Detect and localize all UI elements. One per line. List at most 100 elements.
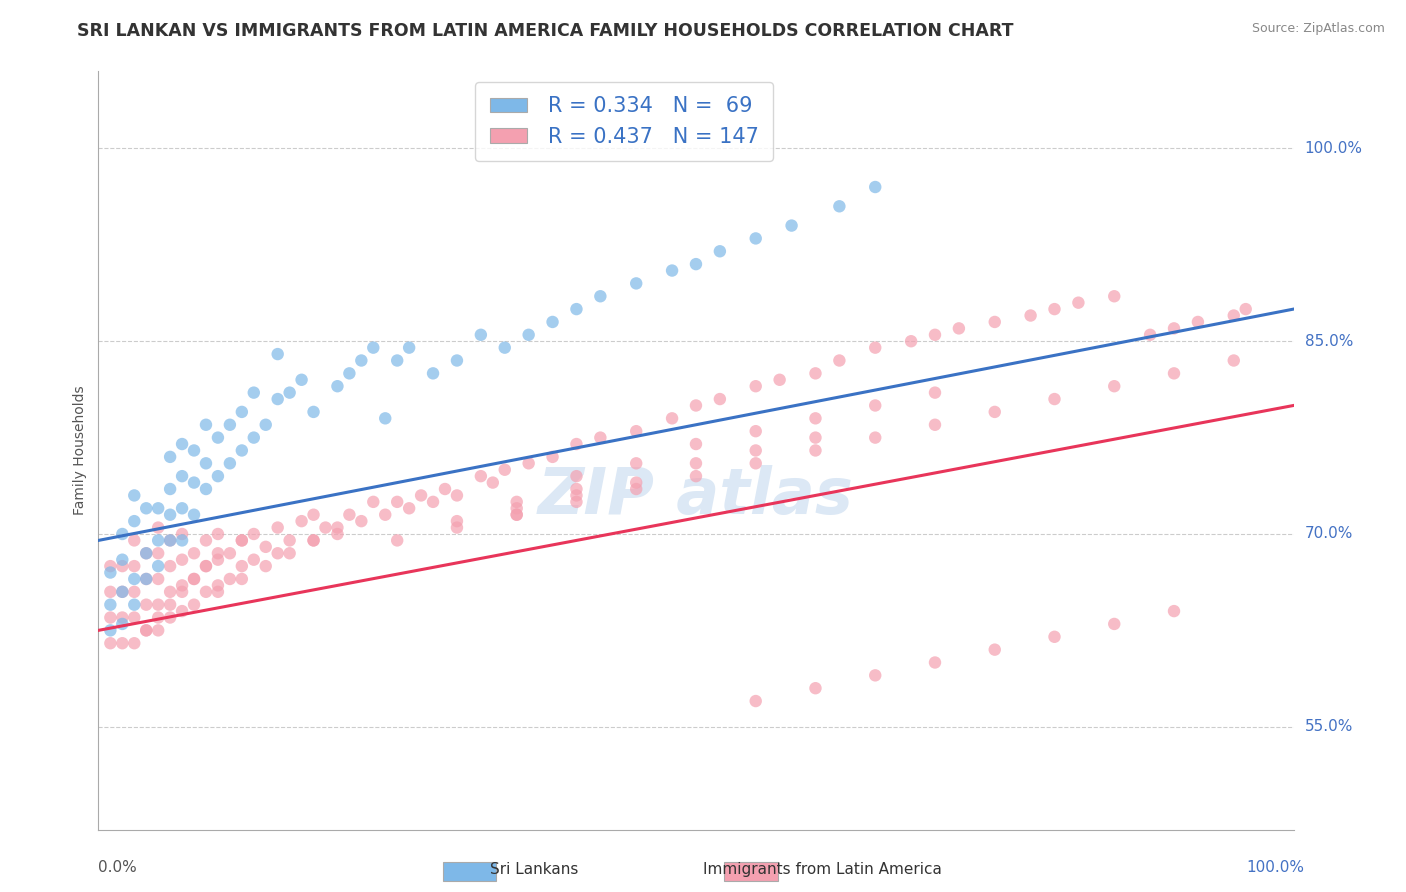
Point <box>219 546 242 560</box>
Point <box>124 559 146 574</box>
Point <box>124 514 146 528</box>
Text: ZIP atlas: ZIP atlas <box>538 465 853 527</box>
Point <box>745 379 768 393</box>
Point <box>626 456 648 470</box>
Point <box>804 411 827 425</box>
Point <box>804 443 827 458</box>
Point <box>924 656 946 670</box>
Point <box>339 367 361 381</box>
Point <box>626 482 648 496</box>
Point <box>506 508 529 522</box>
Text: Immigrants from Latin America: Immigrants from Latin America <box>703 863 942 877</box>
Text: 100.0%: 100.0% <box>1305 141 1362 156</box>
Point <box>865 341 887 355</box>
Point <box>661 263 683 277</box>
Point <box>231 533 253 548</box>
Point <box>219 456 242 470</box>
Point <box>422 367 444 381</box>
Point <box>159 450 181 464</box>
Point <box>685 456 707 470</box>
Point <box>315 520 337 534</box>
Point <box>183 572 205 586</box>
Point <box>219 417 242 432</box>
Point <box>517 456 540 470</box>
Point <box>924 385 946 400</box>
Point <box>685 399 707 413</box>
Point <box>98 559 122 574</box>
Point <box>326 520 349 534</box>
Point <box>865 399 887 413</box>
Point <box>278 385 301 400</box>
Point <box>207 578 229 592</box>
Point <box>183 475 205 490</box>
Text: 85.0%: 85.0% <box>1305 334 1353 349</box>
Point <box>172 604 194 618</box>
Point <box>326 379 349 393</box>
Point <box>804 431 827 445</box>
Point <box>411 488 433 502</box>
Point <box>1104 616 1126 631</box>
Point <box>124 572 146 586</box>
Point <box>195 559 218 574</box>
Point <box>159 533 181 548</box>
Point <box>207 584 229 599</box>
Point <box>1163 367 1185 381</box>
Point <box>267 392 290 406</box>
Point <box>219 572 242 586</box>
Point <box>350 353 373 368</box>
Point <box>948 321 970 335</box>
Point <box>172 552 194 566</box>
Point <box>124 488 146 502</box>
Point <box>111 552 134 566</box>
Point <box>195 584 218 599</box>
Point <box>231 572 253 586</box>
Point <box>745 443 768 458</box>
Point <box>254 559 277 574</box>
Point <box>1223 353 1246 368</box>
Text: Sri Lankans: Sri Lankans <box>491 863 578 877</box>
Point <box>159 533 181 548</box>
Text: SRI LANKAN VS IMMIGRANTS FROM LATIN AMERICA FAMILY HOUSEHOLDS CORRELATION CHART: SRI LANKAN VS IMMIGRANTS FROM LATIN AMER… <box>77 22 1014 40</box>
Point <box>98 584 122 599</box>
Point <box>589 289 612 303</box>
Point <box>111 610 134 624</box>
Point <box>374 411 396 425</box>
Point <box>1104 379 1126 393</box>
Point <box>648 861 672 875</box>
Point <box>195 417 218 432</box>
Point <box>326 527 349 541</box>
Point <box>98 624 122 638</box>
Point <box>709 392 731 406</box>
Point <box>494 341 516 355</box>
Point <box>565 495 588 509</box>
Point <box>172 469 194 483</box>
Point <box>159 610 181 624</box>
Point <box>385 353 409 368</box>
Point <box>135 598 157 612</box>
Point <box>900 334 922 349</box>
Text: Source: ZipAtlas.com: Source: ZipAtlas.com <box>1251 22 1385 36</box>
Point <box>470 469 492 483</box>
Point <box>541 315 564 329</box>
Point <box>291 373 314 387</box>
Point <box>804 681 827 696</box>
Point <box>517 327 540 342</box>
Point <box>984 405 1007 419</box>
Point <box>745 424 768 438</box>
Point <box>565 302 588 317</box>
Point <box>506 508 529 522</box>
Point <box>124 584 146 599</box>
Point <box>148 598 170 612</box>
Point <box>124 636 146 650</box>
Point <box>481 475 505 490</box>
Point <box>148 520 170 534</box>
Point <box>124 598 146 612</box>
Point <box>745 694 768 708</box>
Point <box>207 431 229 445</box>
Point <box>172 533 194 548</box>
Point <box>135 572 157 586</box>
Point <box>745 231 768 245</box>
Text: 70.0%: 70.0% <box>1305 526 1353 541</box>
Point <box>267 520 290 534</box>
Point <box>398 501 420 516</box>
